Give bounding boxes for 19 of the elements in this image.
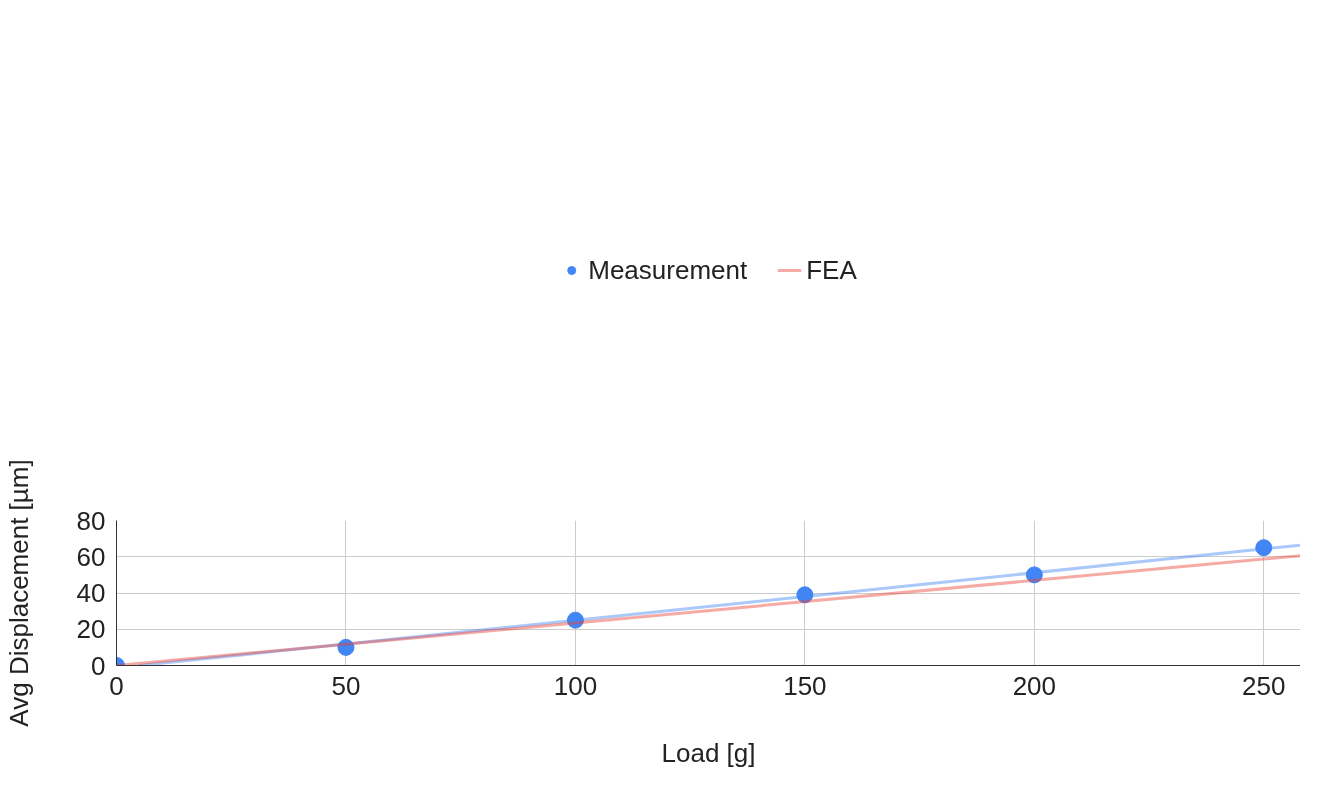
x-tick-label: 150 xyxy=(783,670,827,701)
x-tick-label: 250 xyxy=(1242,670,1286,701)
point xyxy=(1255,539,1273,557)
x-axis-title: Load [g] xyxy=(661,737,756,768)
y-tick-label: 20 xyxy=(76,614,106,645)
point xyxy=(1025,566,1043,584)
legend-label: Measurement xyxy=(588,254,748,286)
point xyxy=(337,638,355,656)
x-tick-label: 100 xyxy=(553,670,598,701)
y-tick-label: 0 xyxy=(91,650,106,681)
x-tick-label: 50 xyxy=(331,670,361,701)
point xyxy=(566,611,584,629)
point xyxy=(796,586,814,604)
y-axis-title: Avg Displacement [µm] xyxy=(3,459,34,727)
y-tick-label: 60 xyxy=(76,541,106,572)
legend-label: FEA xyxy=(806,254,857,286)
y-tick-label: 80 xyxy=(76,505,106,536)
y-tick-label: 40 xyxy=(76,578,106,608)
x-tick-label: 200 xyxy=(1012,670,1057,701)
